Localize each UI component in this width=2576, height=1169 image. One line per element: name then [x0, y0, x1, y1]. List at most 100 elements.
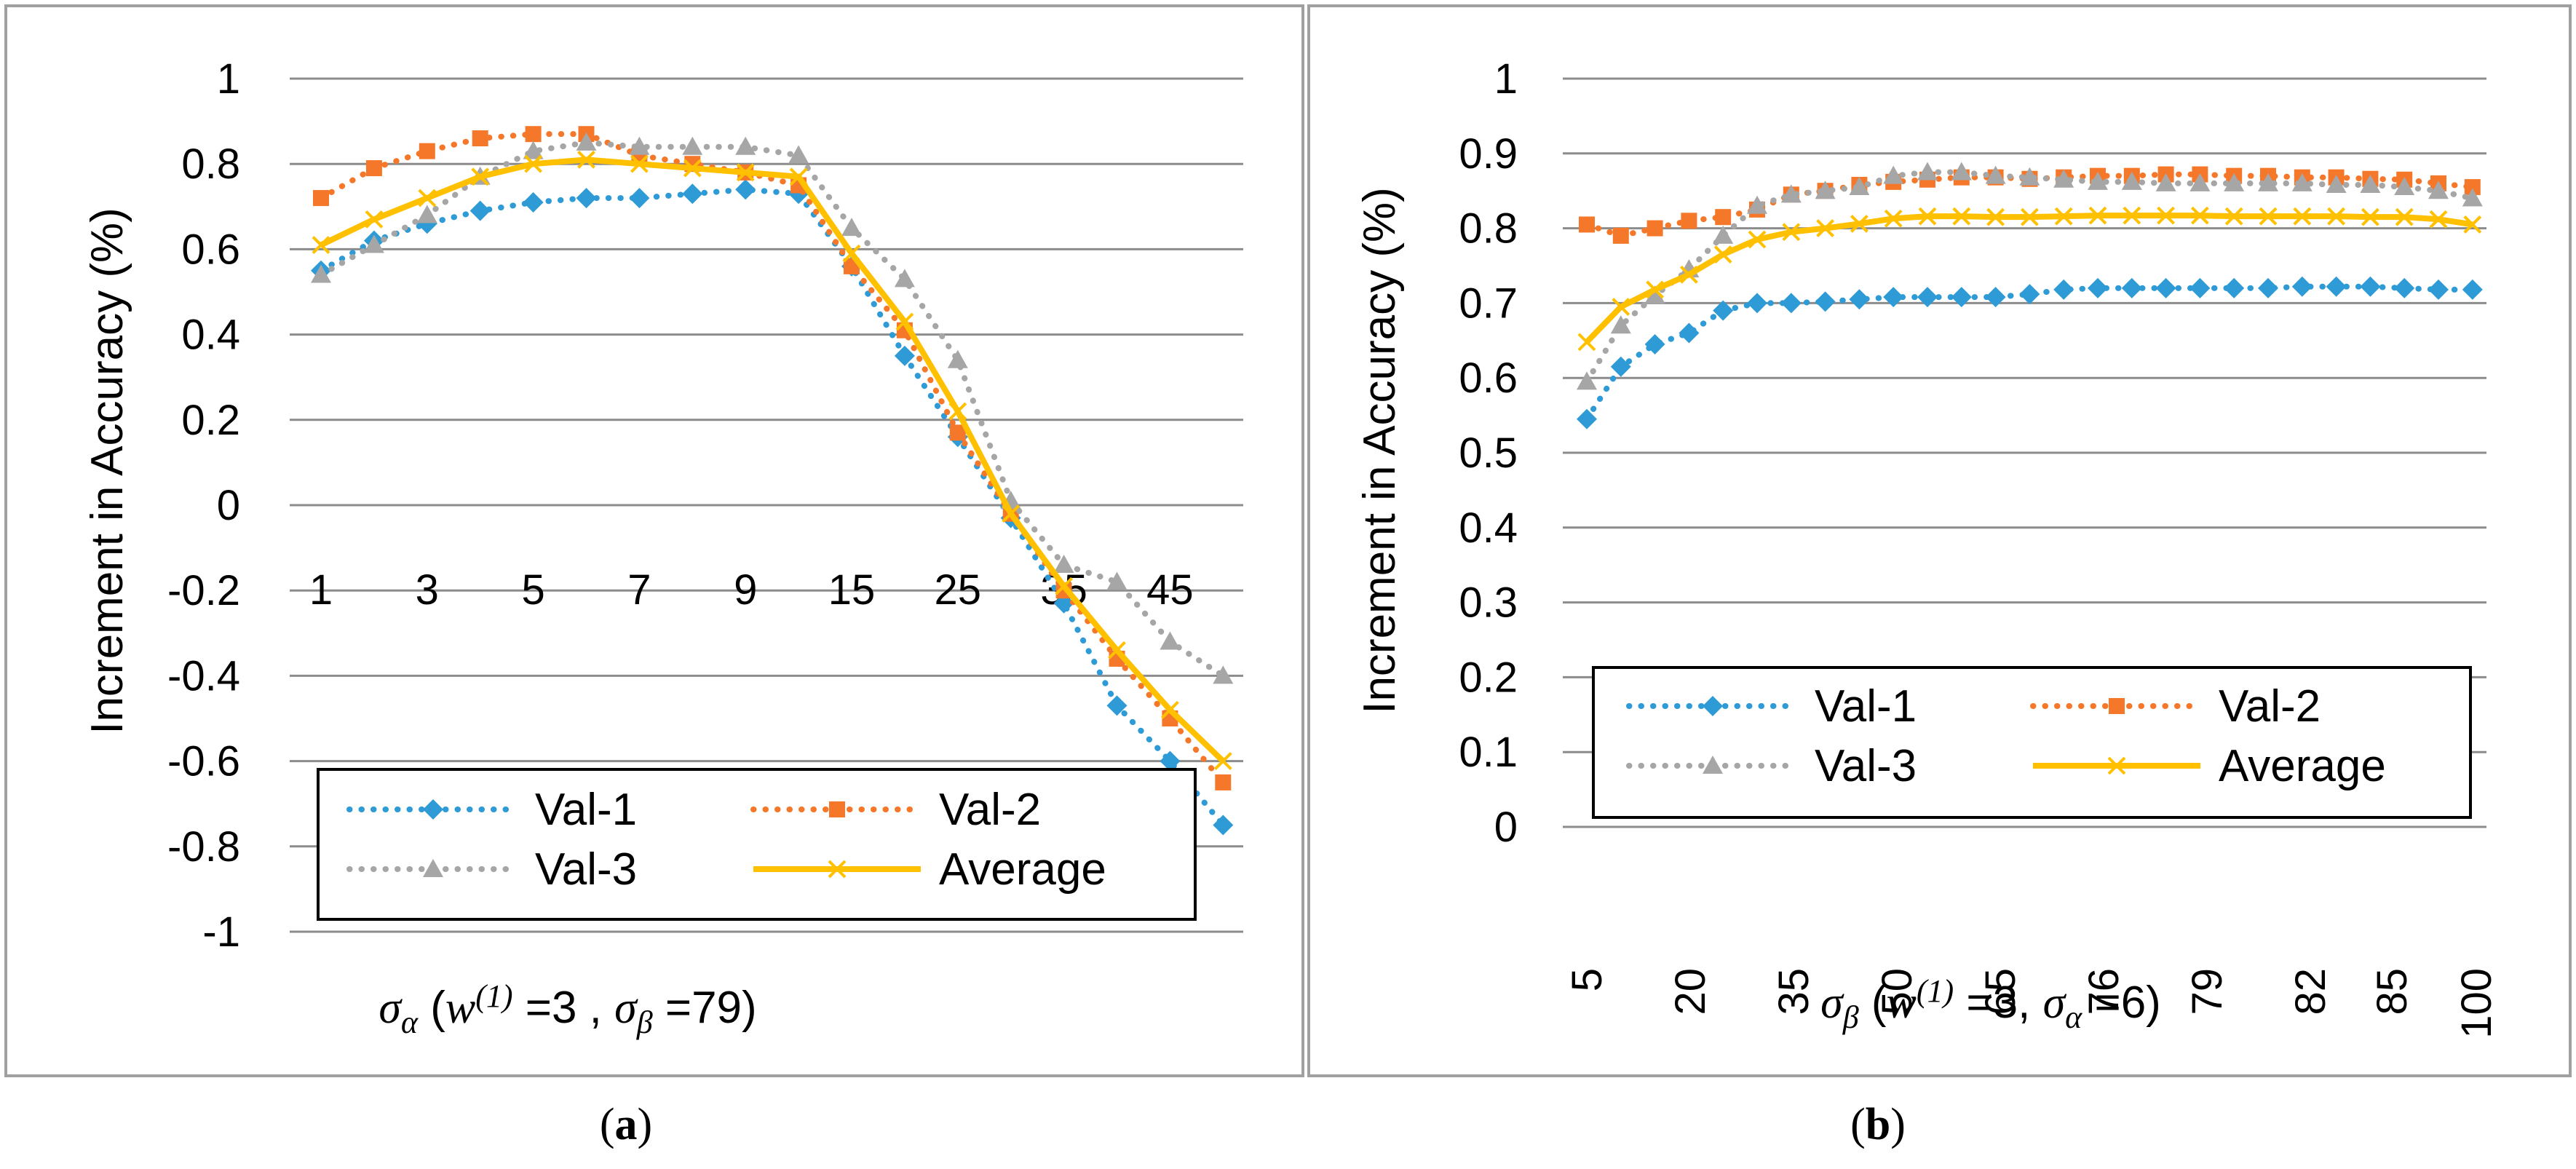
data-point-average — [577, 150, 595, 169]
data-point-val3 — [1644, 285, 1665, 304]
data-point-val1 — [2053, 279, 2074, 300]
data-point-val1 — [1883, 287, 1904, 308]
data-point-average — [1055, 576, 1074, 595]
y-tick-label: 0.6 — [1459, 354, 1518, 402]
data-point-val2 — [1681, 213, 1697, 229]
data-point-average — [2259, 207, 2278, 226]
data-point-average — [895, 312, 914, 331]
data-point-val2 — [1646, 220, 1663, 237]
x-ticks-b: 5 20 35 50 65 76 79 82 85 100 — [1564, 968, 2500, 1039]
y-tick-label: 1 — [1494, 55, 1518, 103]
series-average — [312, 150, 1232, 771]
data-point-val3 — [2326, 174, 2347, 193]
data-point-val3 — [2053, 169, 2074, 188]
legend-entry-val1: Val-1 — [1626, 681, 1917, 732]
x-tick-label: 35 — [1770, 968, 1818, 1015]
data-point-val3 — [1917, 162, 1938, 181]
legend-marker-val2 — [2109, 698, 2125, 714]
data-point-val1 — [1747, 293, 1767, 314]
data-point-val1 — [2258, 277, 2278, 298]
legend-marker-val3 — [423, 859, 443, 877]
data-point-val3 — [629, 136, 650, 155]
data-point-val2 — [1215, 774, 1232, 790]
x-tick-label: 5 — [521, 566, 544, 614]
data-point-val1 — [1610, 356, 1631, 377]
data-point-average — [1713, 245, 1732, 263]
data-point-average — [2361, 207, 2379, 226]
data-point-val3 — [2258, 173, 2278, 191]
series-line-val1 — [1584, 283, 2476, 422]
legend-entry-val2: Val-2 — [750, 785, 1041, 835]
x-tick-label: 25 — [935, 566, 982, 614]
data-point-val1 — [682, 183, 703, 205]
data-point-val3 — [1985, 165, 2006, 184]
y-tick-label: 0.2 — [1459, 654, 1518, 701]
data-point-val2 — [365, 160, 382, 177]
data-point-val1 — [1815, 291, 1836, 312]
x-tick-label: 65 — [1977, 968, 2024, 1015]
y-tick-label: 0.7 — [1459, 280, 1518, 327]
data-point-val3 — [576, 132, 597, 151]
data-point-val3 — [2291, 173, 2313, 191]
series-line-average — [320, 156, 1226, 764]
y-tick-label: 0 — [1494, 804, 1518, 851]
legend-entry-average: Average — [753, 844, 1106, 895]
y-tick-label: 0.6 — [181, 226, 240, 273]
y-axis-title-a: Increment in Accuracy (%) — [82, 207, 132, 734]
data-point-average — [2054, 207, 2073, 226]
data-point-val3 — [1713, 225, 1734, 244]
data-point-average — [365, 210, 384, 229]
data-point-average — [736, 163, 755, 182]
data-point-val1 — [523, 191, 544, 213]
y-tick-label: 0.8 — [1459, 205, 1518, 253]
data-point-average — [312, 236, 330, 254]
data-point-val3 — [1106, 571, 1128, 590]
data-point-val2 — [949, 424, 966, 441]
data-point-average — [1160, 700, 1179, 719]
series-line-val1 — [318, 186, 1226, 828]
data-point-val1 — [894, 345, 915, 366]
legend-entry-val3: Val-3 — [1626, 741, 1917, 791]
legend-label-val2: Val-2 — [939, 785, 1041, 835]
legend-a: Val-1 Val-2 Val-3 Average — [317, 768, 1197, 921]
data-point-val3 — [2224, 173, 2245, 191]
legend-entry-val1: Val-1 — [346, 785, 637, 835]
x-tick-label: 15 — [828, 566, 876, 614]
x-tick-label: 9 — [734, 566, 757, 614]
y-tick-label: -0.2 — [167, 567, 240, 614]
data-point-val1 — [2189, 277, 2211, 298]
data-point-val2 — [1612, 227, 1629, 244]
y-tick-label: -0.8 — [167, 823, 240, 871]
chart-panel-a: 1 0.8 0.6 0.4 0.2 0 -0.2 -0.4 -0.6 -0.8 -1 1 3 5 7 9 15… — [4, 4, 1304, 1077]
data-point-val1 — [1679, 322, 1700, 344]
data-point-val3 — [2428, 181, 2449, 199]
legend-marker-val1 — [423, 799, 443, 820]
data-point-val3 — [1747, 195, 1767, 214]
data-point-average — [1108, 641, 1126, 659]
data-point-val3 — [2121, 171, 2142, 190]
x-axis-title-b: σβ (w(1) =3, σα =6) — [1820, 973, 2161, 1035]
data-point-average — [1748, 230, 1767, 249]
data-point-val1 — [1577, 408, 1597, 429]
y-tick-label: 0.4 — [1459, 504, 1518, 552]
data-point-average — [1918, 207, 1937, 226]
legend-entry-val3: Val-3 — [346, 844, 637, 895]
data-point-val3 — [735, 136, 756, 155]
series-a — [311, 126, 1234, 836]
y-ticks-a: 1 0.8 0.6 0.4 0.2 0 -0.2 -0.4 -0.6 -0.8 -1 — [167, 55, 240, 956]
data-point-average — [1612, 298, 1630, 316]
x-tick-label: 1 — [309, 566, 333, 614]
data-point-val3 — [2189, 173, 2211, 191]
data-point-average — [842, 244, 861, 263]
data-point-val3 — [2394, 177, 2415, 196]
data-point-average — [1002, 504, 1021, 523]
data-point-val1 — [1213, 815, 1234, 836]
x-tick-label: 5 — [1564, 968, 1611, 991]
data-point-val1 — [469, 200, 491, 221]
legend-entry-val2: Val-2 — [2030, 681, 2321, 732]
x-tick-label: 85 — [2369, 968, 2416, 1015]
data-point-average — [2395, 207, 2414, 226]
data-point-val3 — [788, 145, 809, 164]
x-tick-label: 79 — [2184, 968, 2231, 1015]
series-val3 — [1577, 162, 2483, 390]
